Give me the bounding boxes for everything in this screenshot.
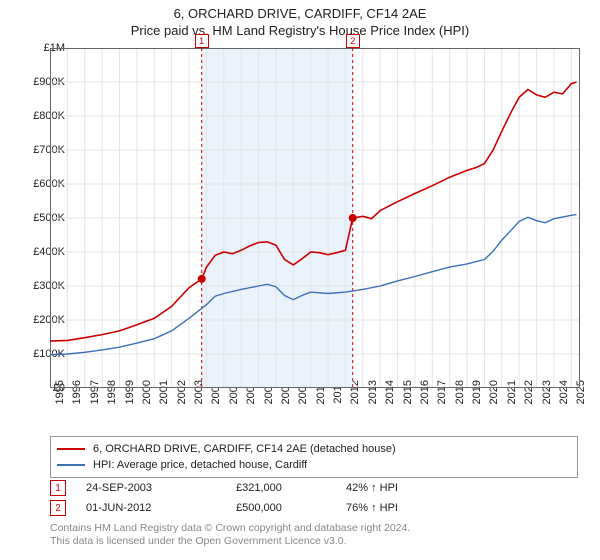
legend-label: HPI: Average price, detached house, Card… [93, 459, 307, 471]
footer-line2: This data is licensed under the Open Gov… [50, 535, 410, 548]
marker-badge: 1 [50, 480, 66, 496]
title-block: 6, ORCHARD DRIVE, CARDIFF, CF14 2AE Pric… [0, 0, 600, 38]
marker-badge: 2 [50, 500, 66, 516]
transaction-pct: 76% ↑ HPI [346, 502, 466, 514]
legend-swatch [57, 448, 85, 450]
title-subtitle: Price paid vs. HM Land Registry's House … [0, 23, 600, 38]
chart-marker-badge: 1 [195, 34, 209, 48]
transaction-pct: 42% ↑ HPI [346, 482, 466, 494]
legend-item-hpi: HPI: Average price, detached house, Card… [57, 457, 571, 473]
footer-attribution: Contains HM Land Registry data © Crown c… [50, 522, 410, 548]
table-row: 2 01-JUN-2012 £500,000 76% ↑ HPI [50, 498, 578, 518]
table-row: 1 24-SEP-2003 £321,000 42% ↑ HPI [50, 478, 578, 498]
transaction-price: £500,000 [236, 502, 346, 514]
chart-area [50, 48, 580, 388]
transaction-price: £321,000 [236, 482, 346, 494]
chart-marker-badge: 2 [346, 34, 360, 48]
legend-label: 6, ORCHARD DRIVE, CARDIFF, CF14 2AE (det… [93, 443, 396, 455]
line-chart [50, 48, 580, 388]
transaction-date: 24-SEP-2003 [86, 482, 236, 494]
transaction-date: 01-JUN-2012 [86, 502, 236, 514]
chart-container: 6, ORCHARD DRIVE, CARDIFF, CF14 2AE Pric… [0, 0, 600, 560]
legend: 6, ORCHARD DRIVE, CARDIFF, CF14 2AE (det… [50, 436, 578, 478]
footer-line1: Contains HM Land Registry data © Crown c… [50, 522, 410, 535]
legend-swatch [57, 464, 85, 466]
transactions-table: 1 24-SEP-2003 £321,000 42% ↑ HPI 2 01-JU… [50, 478, 578, 518]
legend-item-property: 6, ORCHARD DRIVE, CARDIFF, CF14 2AE (det… [57, 441, 571, 457]
title-address: 6, ORCHARD DRIVE, CARDIFF, CF14 2AE [0, 6, 600, 21]
